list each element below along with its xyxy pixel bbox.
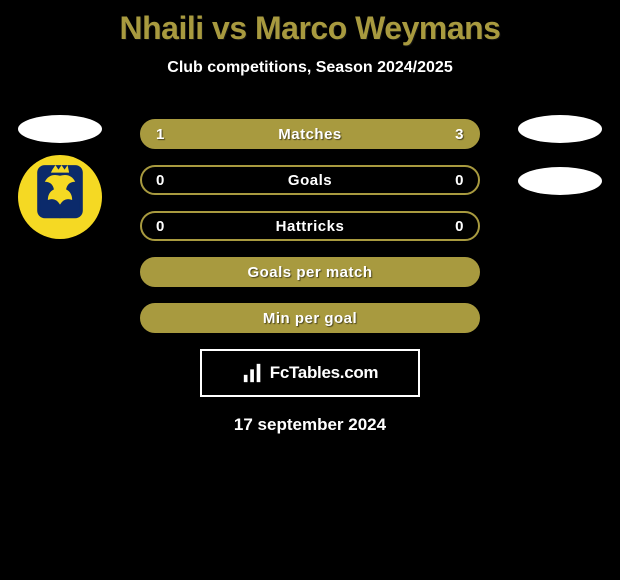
- player-right-avatar-placeholder-1: [518, 115, 602, 143]
- player-right-avatar-placeholder-2: [518, 167, 602, 195]
- eagle-crest-icon: [22, 159, 98, 235]
- player-left-avatar-placeholder: [18, 115, 102, 143]
- stat-label: Goals: [142, 172, 478, 189]
- club-crest: [18, 155, 102, 239]
- stat-row: 1Matches3: [140, 119, 480, 149]
- stat-rows: 1Matches3 0Goals0 0Hattricks0 Goals per mat…: [140, 119, 480, 333]
- date-text: 17 september 2024: [0, 415, 620, 435]
- stat-label: Goals per match: [142, 264, 478, 281]
- brand-box[interactable]: FcTables.com: [200, 349, 420, 397]
- comparison-area: 1Matches3 0Goals0 0Hattricks0 Goals per mat…: [0, 119, 620, 333]
- stat-label: Min per goal: [142, 310, 478, 327]
- stat-label: Hattricks: [142, 218, 478, 235]
- page-title: Nhaili vs Marco Weymans: [0, 0, 620, 47]
- stat-row: 0Hattricks0: [140, 211, 480, 241]
- page: Nhaili vs Marco Weymans Club competition…: [0, 0, 620, 580]
- subtitle: Club competitions, Season 2024/2025: [0, 59, 620, 77]
- bar-chart-icon: [242, 362, 264, 384]
- stat-row: Goals per match: [140, 257, 480, 287]
- stat-row: Min per goal: [140, 303, 480, 333]
- stat-row: 0Goals0: [140, 165, 480, 195]
- stat-label: Matches: [142, 126, 478, 143]
- brand-text: FcTables.com: [270, 363, 379, 383]
